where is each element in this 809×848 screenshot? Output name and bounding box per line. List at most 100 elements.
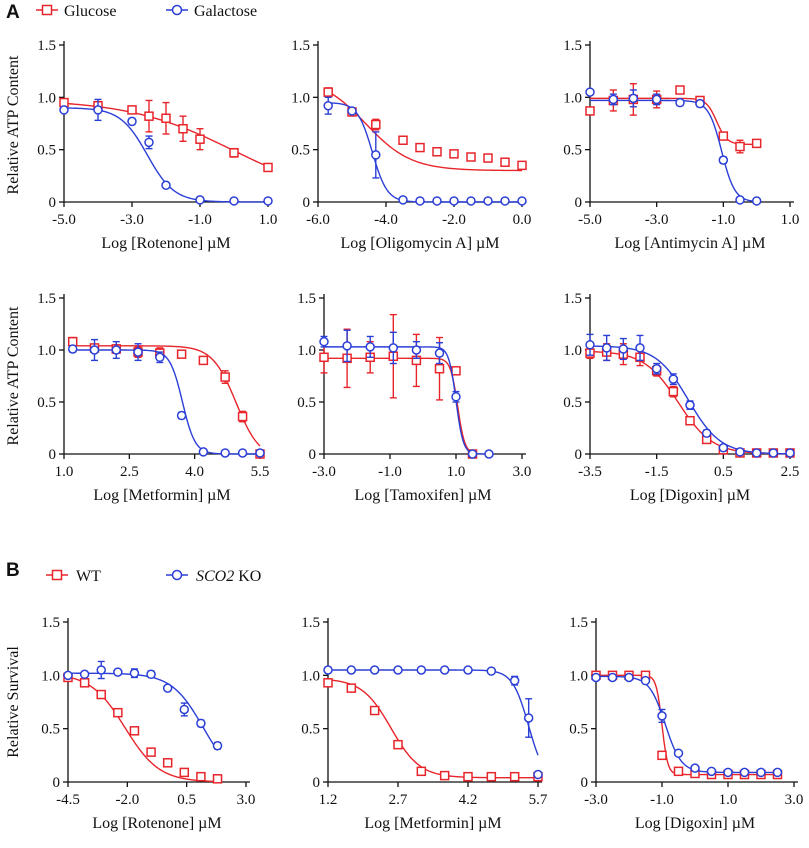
data-point-circle (346, 665, 357, 675)
data-point-circle (93, 105, 103, 115)
legend-sco2ko-italic: SCO2 (196, 568, 234, 585)
data-point-circle (690, 763, 700, 773)
x-axis-title: Log [Metformin] µM (364, 815, 501, 832)
fit-curve (596, 674, 778, 776)
data-point-circle (751, 448, 762, 458)
series-glucose (319, 313, 478, 459)
y-tick-label: 1.0 (37, 343, 56, 359)
data-point-circle (179, 704, 190, 715)
x-axis-title: Log [Tamoxifen] µM (355, 487, 492, 504)
y-tick-label: 1.0 (563, 90, 582, 106)
panel-label-a: A (6, 2, 20, 23)
x-tick-label: -2.0 (442, 212, 466, 228)
data-point-circle (718, 443, 729, 453)
x-axis-title: Log [Digoxin] µM (635, 815, 755, 832)
data-point-circle (585, 340, 595, 350)
data-point-circle (393, 665, 403, 675)
data-point-circle (751, 196, 762, 206)
data-point-circle (144, 137, 154, 148)
data-point-square (263, 162, 273, 173)
chart-rotenone-atp: 0 0.5 1.0 1.5 -5.0 -3.0 -1.0 1.0 Log [Rotenone] … (37, 38, 277, 252)
legend-galactose-label: Galactose (194, 3, 257, 20)
data-point-circle (196, 718, 206, 729)
y-tick-label: 1.0 (569, 668, 588, 684)
data-point-square (585, 106, 595, 116)
data-point-circle (673, 748, 684, 758)
x-tick-label: 1.2 (319, 792, 338, 808)
data-point-circle (701, 428, 712, 438)
data-point-circle (146, 669, 156, 680)
y-tick-label: 1.0 (563, 343, 582, 359)
data-point-square (735, 141, 745, 152)
row3-ylabel: Relative Survival (5, 646, 22, 758)
data-point-circle (785, 448, 795, 458)
data-point-circle (624, 672, 634, 683)
x-tick-label: -4.5 (56, 792, 80, 808)
data-point-circle (323, 665, 333, 675)
data-point-circle (176, 410, 187, 421)
data-point-square (237, 411, 248, 422)
data-point-circle (212, 740, 223, 751)
data-point-square (113, 707, 123, 718)
data-point-circle (467, 449, 478, 459)
data-point-circle (500, 196, 510, 206)
legend-a-galactose: Galactose (166, 3, 257, 20)
x-tick-label: -2.0 (115, 792, 139, 808)
y-tick-label: 0 (49, 447, 57, 463)
y-tick-label: 1.5 (37, 38, 56, 54)
data-point-square (500, 157, 510, 167)
data-point-circle (517, 196, 527, 206)
data-point-square (673, 766, 684, 777)
data-point-circle (483, 196, 493, 206)
data-point-circle (127, 116, 137, 127)
data-point-square (449, 149, 459, 159)
series-galactose (323, 96, 527, 206)
data-point-circle (723, 767, 733, 778)
data-point-circle (651, 363, 662, 374)
fit-curve (324, 357, 473, 454)
data-point-circle (416, 665, 427, 675)
y-tick-label: 0.5 (37, 395, 56, 411)
y-tick-label: 0.5 (41, 722, 60, 738)
x-tick-label: 3.0 (513, 464, 532, 480)
series-sco2-ko (323, 665, 543, 780)
x-tick-label: 1.0 (781, 212, 800, 228)
legend-sco2ko-marker (171, 569, 183, 581)
data-point-square (675, 85, 685, 95)
data-point-circle (67, 344, 78, 354)
series-wt (591, 670, 783, 780)
y-tick-label: 0 (575, 195, 583, 211)
x-tick-label: -3.0 (645, 212, 669, 228)
data-point-circle (415, 196, 425, 206)
x-tick-label: 0.5 (177, 792, 196, 808)
chart-rotenone-survival: 0 0.5 1.0 1.5 -4.5 -2.0 0.5 3.0 Log [Rotenone] µ… (41, 615, 255, 832)
data-point-circle (434, 348, 445, 358)
legend-wt-marker (51, 569, 63, 581)
y-tick-label: 1.5 (41, 615, 60, 631)
data-point-circle (229, 196, 239, 206)
series-sco2-ko (591, 672, 783, 778)
y-tick-label: 0 (303, 195, 311, 211)
data-point-square (220, 372, 230, 382)
x-tick-label: -6.0 (306, 212, 330, 228)
y-tick-label: 1.5 (569, 615, 588, 631)
data-point-circle (657, 711, 667, 721)
data-point-square (323, 678, 333, 688)
x-tick-label: 2.5 (781, 464, 800, 480)
x-tick-label: 1.0 (447, 464, 466, 480)
data-point-square (432, 147, 442, 157)
data-point-circle (411, 345, 422, 355)
data-point-square (229, 148, 239, 158)
y-tick-label: 0.5 (291, 143, 310, 159)
data-point-square (369, 705, 380, 716)
row2-ylabel: Relative ATP Content (5, 306, 22, 446)
legend-sco2ko-suffix: KO (234, 568, 261, 585)
data-point-square (144, 111, 154, 121)
legend-a-glucose: Glucose (36, 3, 116, 20)
x-axis-title: Log [Oligomycin A] µM (341, 235, 500, 252)
data-point-circle (523, 713, 534, 723)
y-tick-label: 1.0 (41, 668, 60, 684)
x-axis-title: Log [Metformin] µM (93, 487, 230, 504)
y-tick-label: 0 (309, 447, 317, 463)
data-point-circle (449, 196, 459, 206)
